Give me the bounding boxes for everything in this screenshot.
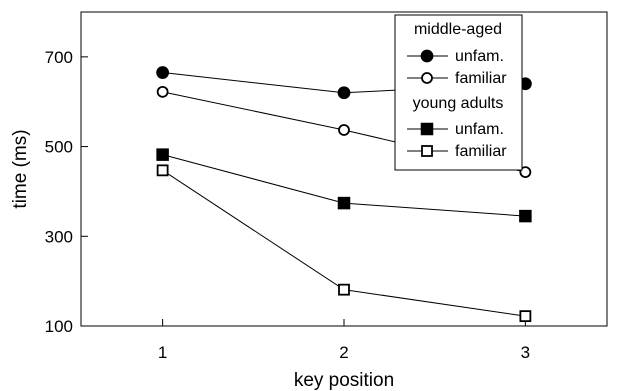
data-point-2 — [519, 209, 532, 223]
legend-marker-open-square — [421, 145, 433, 157]
legend-group-title-middle-aged: middle-aged — [414, 21, 502, 38]
y-tick-label: 700 — [45, 48, 73, 67]
data-point-1 — [519, 166, 532, 179]
x-tick-label: 3 — [521, 343, 530, 362]
legend-box — [394, 14, 523, 171]
y-tick-label: 300 — [45, 227, 73, 246]
legend-label-young-unfam: unfam. — [455, 121, 504, 138]
y-tick-label: 100 — [45, 317, 73, 336]
data-point-1 — [156, 85, 169, 98]
legend: middle-aged unfam. familiar young adults… — [394, 14, 523, 171]
data-point-2 — [337, 196, 351, 210]
data-point-0 — [337, 86, 351, 100]
x-tick-label: 1 — [158, 343, 167, 362]
y-axis-label: time (ms) — [10, 129, 31, 208]
y-tick-label: 500 — [45, 138, 73, 157]
x-axis-label: key position — [294, 370, 394, 391]
legend-label-young-familiar: familiar — [455, 143, 507, 160]
data-point-3 — [338, 283, 350, 296]
x-tick-label: 2 — [339, 343, 348, 362]
legend-label-mid-unfam: unfam. — [455, 48, 504, 65]
legend-marker-filled-circle — [420, 49, 434, 63]
legend-marker-filled-square — [420, 122, 434, 136]
legend-marker-open-circle — [421, 72, 433, 84]
data-point-3 — [156, 164, 169, 177]
legend-group-title-young-adults: young adults — [413, 95, 504, 112]
data-point-2 — [156, 148, 169, 161]
data-point-1 — [338, 124, 350, 136]
data-point-3 — [519, 310, 532, 323]
legend-label-mid-familiar: familiar — [455, 70, 507, 87]
data-point-0 — [156, 66, 170, 79]
